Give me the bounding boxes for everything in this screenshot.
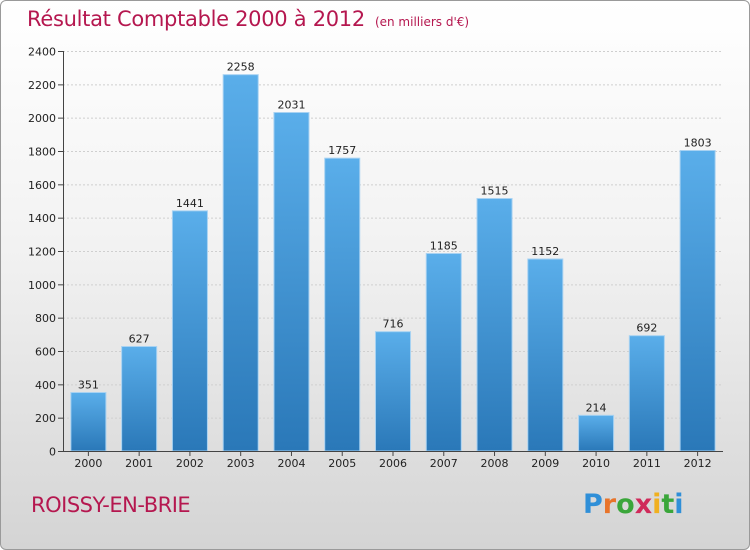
value-label-2000: 351 (78, 379, 99, 392)
logo-letter: t (661, 489, 675, 520)
bar-2004 (273, 112, 310, 452)
logo-letter: o (616, 489, 635, 520)
y-tick-label: 800 (35, 312, 56, 325)
value-label-2012: 1803 (684, 137, 712, 150)
x-tick-label: 2002 (176, 457, 204, 470)
y-tick-label: 400 (35, 379, 56, 392)
logo-letter: P (583, 489, 603, 520)
value-label-2011: 692 (636, 322, 657, 335)
logo-letter: x (634, 489, 653, 520)
value-label-2010: 214 (586, 401, 607, 414)
value-label-2009: 1152 (531, 245, 559, 258)
data-labels: 351 627 1441 2258 2031 1757 716 1185 1515 1152 214… (78, 61, 712, 415)
x-tick-label: 2007 (430, 457, 458, 470)
value-label-2005: 1757 (328, 144, 356, 157)
x-tick-label: 2006 (379, 457, 407, 470)
bar-2005 (324, 157, 361, 452)
y-tick-label: 1000 (28, 279, 56, 292)
chart-unit-note: (en milliers d'€) (374, 15, 470, 29)
y-tick-label: 600 (35, 346, 56, 359)
value-label-2007: 1185 (430, 240, 458, 253)
bar-2012 (679, 150, 716, 452)
y-tick-label: 1600 (28, 179, 56, 192)
logo-letter: r (602, 489, 617, 520)
bar-2002 (171, 210, 208, 452)
x-tick-label: 2012 (684, 457, 712, 470)
bar-2003 (222, 74, 259, 452)
value-label-2002: 1441 (176, 197, 204, 210)
y-tick-label: 0 (49, 446, 56, 459)
x-tick-label: 2011 (633, 457, 661, 470)
bar-2001 (121, 346, 158, 452)
logo-letter: i (652, 489, 662, 520)
bars (70, 74, 716, 452)
x-tick-label: 2000 (74, 457, 102, 470)
bar-2010 (578, 414, 615, 452)
x-tick-label: 2004 (277, 457, 305, 470)
bar-2008 (476, 198, 513, 452)
value-label-2004: 2031 (277, 99, 305, 112)
bar-2000 (70, 392, 107, 452)
y-tick-label: 1800 (28, 146, 56, 159)
x-tick-label: 2005 (328, 457, 356, 470)
value-label-2008: 1515 (481, 185, 509, 198)
x-tick-label: 2003 (227, 457, 255, 470)
y-tick-label: 1200 (28, 246, 56, 259)
city-name: ROISSY-EN-BRIE (31, 493, 191, 517)
chart-title: Résultat Comptable 2000 à 2012 (27, 7, 365, 31)
y-tick-label: 1400 (28, 212, 56, 225)
x-tick-label: 2010 (582, 457, 610, 470)
y-tick-label: 200 (35, 412, 56, 425)
y-tick-label: 2000 (28, 112, 56, 125)
bar-2006 (374, 331, 412, 452)
bar-2009 (527, 258, 564, 452)
chart-title-block: Résultat Comptable 2000 à 2012 (en millie… (27, 7, 469, 31)
value-label-2006: 716 (383, 318, 404, 331)
x-tick-label: 2008 (481, 457, 509, 470)
bar-2011 (628, 335, 665, 452)
logo-letter: i (674, 489, 684, 520)
proxiti-logo: Proxiti (583, 489, 684, 520)
bar-2007 (425, 253, 462, 452)
x-tick-label: 2009 (531, 457, 559, 470)
y-tick-label: 2200 (28, 79, 56, 92)
x-tick-label: 2001 (125, 457, 153, 470)
y-tick-label: 2400 (28, 46, 56, 59)
axes: 0 200 400 600 800 1000 1200 1400 1600 1800 2000 220… (28, 46, 723, 470)
value-label-2001: 627 (129, 333, 150, 346)
value-label-2003: 2258 (227, 61, 255, 74)
